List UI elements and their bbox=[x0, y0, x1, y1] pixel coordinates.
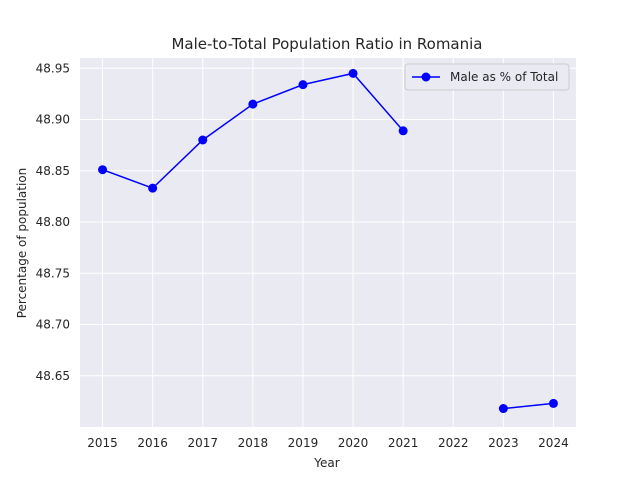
data-point bbox=[498, 404, 508, 414]
y-tick-label: 48.80 bbox=[36, 215, 70, 229]
data-point bbox=[98, 165, 108, 175]
data-point bbox=[298, 80, 308, 90]
y-tick-label: 48.70 bbox=[36, 318, 70, 332]
x-tick-label: 2023 bbox=[488, 436, 519, 450]
x-tick-label: 2015 bbox=[87, 436, 118, 450]
data-point bbox=[198, 135, 208, 145]
data-point bbox=[348, 68, 358, 78]
x-axis-label: Year bbox=[313, 456, 339, 470]
y-tick-label: 48.75 bbox=[36, 266, 70, 280]
x-tick-label: 2018 bbox=[238, 436, 269, 450]
y-tick-label: 48.90 bbox=[36, 113, 70, 127]
x-tick-label: 2016 bbox=[137, 436, 168, 450]
series-line bbox=[503, 402, 554, 410]
data-point bbox=[148, 183, 158, 193]
y-tick-label: 48.85 bbox=[36, 164, 70, 178]
grid-lines bbox=[80, 58, 576, 427]
y-tick-label: 48.65 bbox=[36, 369, 70, 383]
y-tick-label: 48.95 bbox=[36, 61, 70, 75]
chart-title: Male-to-Total Population Ratio in Romani… bbox=[171, 35, 482, 53]
data-point bbox=[398, 126, 408, 136]
x-tick-label: 2024 bbox=[538, 436, 569, 450]
y-axis-ticks: 48.65 48.70 48.75 48.80 48.85 48.90 48.95 bbox=[36, 61, 70, 383]
x-tick-label: 2019 bbox=[288, 436, 319, 450]
x-tick-label: 2021 bbox=[388, 436, 419, 450]
x-axis-ticks: 2015 2016 2017 2018 2019 2020 2021 2022 2023 2024 bbox=[87, 436, 568, 450]
series-layer bbox=[98, 68, 558, 414]
plot-area bbox=[80, 58, 576, 427]
y-axis-label: Percentage of population bbox=[15, 168, 29, 319]
x-tick-label: 2022 bbox=[438, 436, 469, 450]
x-tick-label: 2020 bbox=[338, 436, 369, 450]
x-tick-label: 2017 bbox=[187, 436, 218, 450]
data-point bbox=[548, 398, 558, 408]
data-point bbox=[248, 99, 258, 109]
legend-marker-sample bbox=[421, 72, 431, 82]
legend-label: Male as % of Total bbox=[450, 70, 558, 84]
legend-box bbox=[404, 63, 570, 91]
legend: Male as % of Total bbox=[404, 63, 570, 91]
